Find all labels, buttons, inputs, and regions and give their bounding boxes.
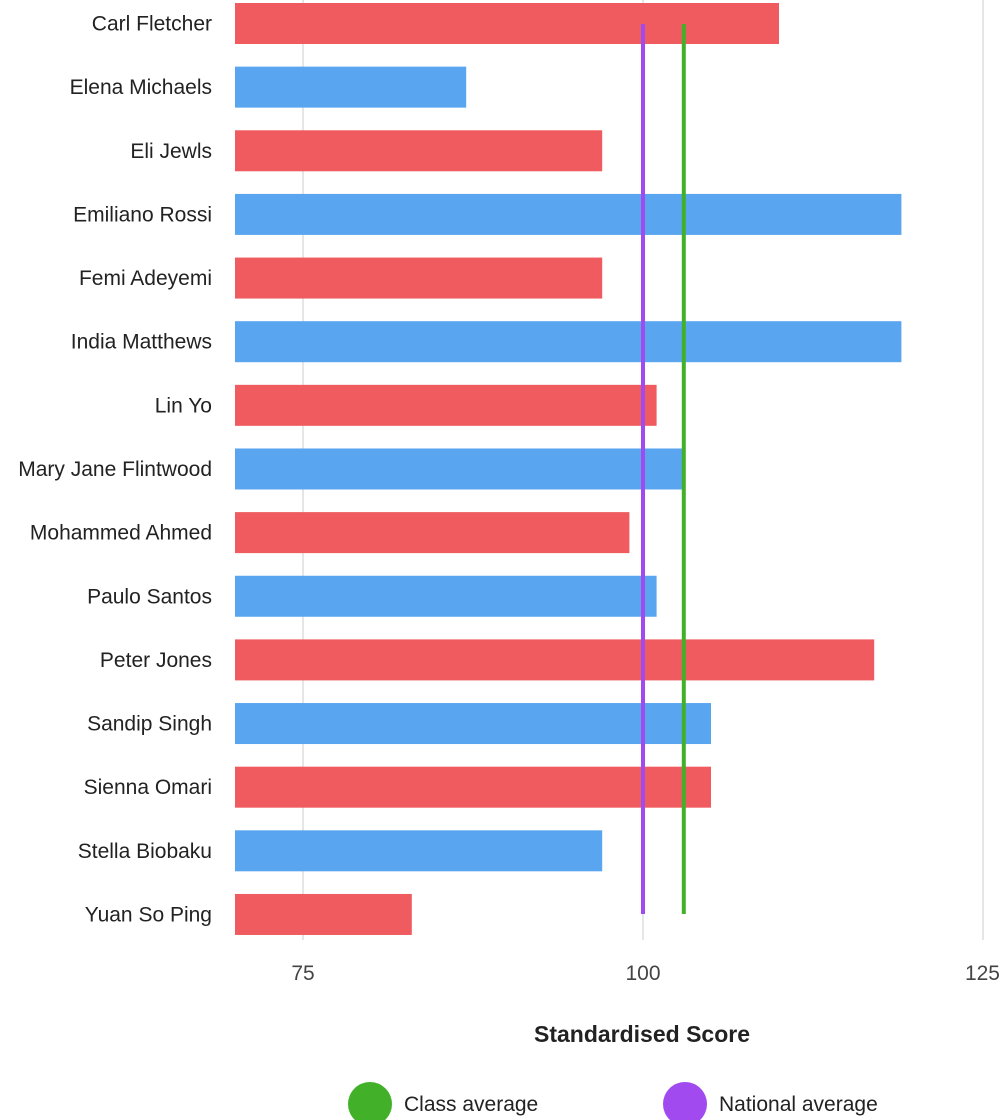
category-label: Stella Biobaku bbox=[78, 840, 212, 863]
bar-6 bbox=[235, 384, 657, 426]
category-label: Emiliano Rossi bbox=[73, 203, 212, 226]
category-label: Sandip Singh bbox=[87, 713, 212, 736]
bar-2 bbox=[235, 130, 603, 172]
category-label: Mohammed Ahmed bbox=[30, 522, 212, 545]
legend-swatch-0 bbox=[348, 1082, 392, 1120]
x-tick-label: 100 bbox=[625, 962, 660, 985]
bar-7 bbox=[235, 448, 684, 490]
category-label: Paulo Santos bbox=[87, 585, 212, 608]
category-label: India Matthews bbox=[71, 331, 212, 354]
bar-5 bbox=[235, 321, 902, 363]
legend-label-1: National average bbox=[719, 1093, 878, 1116]
category-label: Carl Fletcher bbox=[92, 13, 212, 36]
category-labels: Carl Fletcher Elena Michaels Eli Jewls Emil… bbox=[18, 13, 212, 927]
x-tick-labels: 75 100 125 bbox=[291, 962, 1000, 985]
category-label: Eli Jewls bbox=[130, 140, 212, 163]
category-label: Peter Jones bbox=[100, 649, 212, 672]
bar-14 bbox=[235, 893, 412, 935]
x-tick-label: 125 bbox=[965, 962, 1000, 985]
x-axis-title: Standardised Score bbox=[534, 1021, 750, 1047]
legend: Class average National average bbox=[348, 1082, 878, 1120]
legend-swatch-1 bbox=[663, 1082, 707, 1120]
legend-label-0: Class average bbox=[404, 1093, 538, 1116]
reference-lines bbox=[641, 24, 686, 914]
bar-0 bbox=[235, 3, 779, 44]
bar-8 bbox=[235, 512, 630, 554]
category-label: Elena Michaels bbox=[70, 76, 212, 99]
bars bbox=[235, 3, 902, 935]
bar-3 bbox=[235, 193, 902, 235]
category-label: Femi Adeyemi bbox=[79, 267, 212, 290]
category-label: Lin Yo bbox=[155, 394, 212, 417]
bar-9 bbox=[235, 575, 657, 617]
bar-11 bbox=[235, 703, 711, 745]
category-label: Mary Jane Flintwood bbox=[18, 458, 212, 481]
category-label: Sienna Omari bbox=[84, 776, 212, 799]
bar-13 bbox=[235, 830, 603, 872]
category-label: Yuan So Ping bbox=[85, 903, 212, 926]
bar-10 bbox=[235, 639, 875, 681]
x-tick-label: 75 bbox=[291, 962, 314, 985]
bar-12 bbox=[235, 766, 711, 808]
bar-1 bbox=[235, 66, 467, 108]
bar-4 bbox=[235, 257, 603, 299]
